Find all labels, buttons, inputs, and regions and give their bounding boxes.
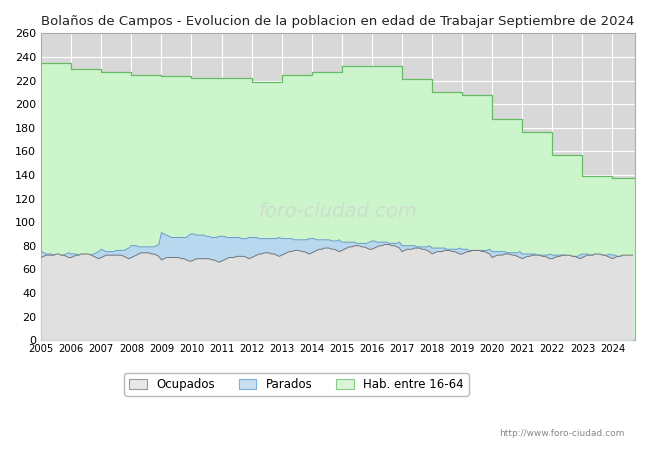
Text: http://www.foro-ciudad.com: http://www.foro-ciudad.com	[499, 429, 624, 438]
Legend: Ocupados, Parados, Hab. entre 16-64: Ocupados, Parados, Hab. entre 16-64	[124, 373, 469, 396]
Title: Bolaños de Campos - Evolucion de la poblacion en edad de Trabajar Septiembre de : Bolaños de Campos - Evolucion de la pobl…	[42, 15, 635, 28]
Text: foro-ciudad.com: foro-ciudad.com	[259, 202, 417, 221]
